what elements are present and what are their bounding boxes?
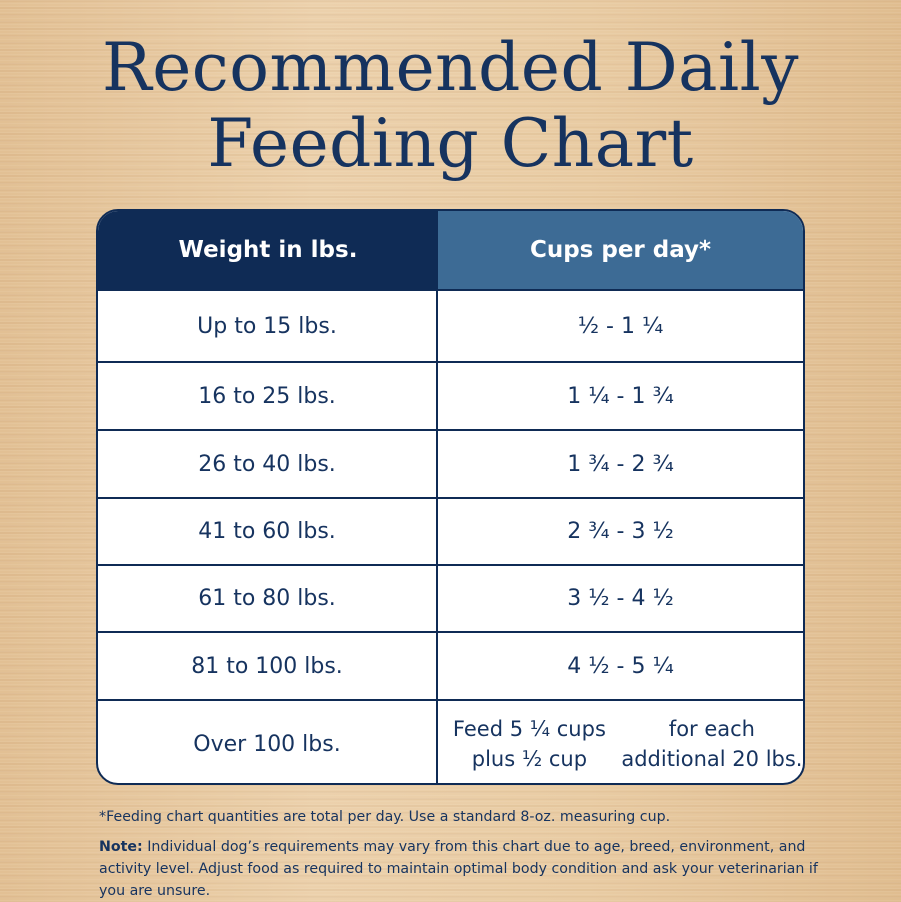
header-weight: Weight in lbs. (98, 211, 438, 289)
weight-cell: Up to 15 lbs. (98, 291, 438, 361)
table-header-row: Weight in lbs. Cups per day* (98, 211, 803, 289)
cups-line-1: Feed 5 ¼ cups plus ½ cup (452, 717, 606, 771)
note-text: Individual dog’s requirements may vary f… (99, 839, 818, 899)
cups-cell: 4 ½ - 5 ¼ (567, 653, 674, 679)
cups-cell: ½ - 1 ¼ (577, 313, 664, 339)
weight-cell: 26 to 40 lbs. (98, 431, 438, 497)
cups-cell: 2 ¾ - 3 ½ (567, 519, 674, 544)
table-row: 16 to 25 lbs. 1 ¼ - 1 ¾ (98, 361, 803, 429)
header-cups: Cups per day* (438, 211, 803, 289)
title-line-1: Recommended Daily (102, 29, 799, 106)
title-line-2: Feeding Chart (207, 105, 694, 182)
cups-cell: Feed 5 ¼ cups plus ½ cup for each additi… (438, 701, 803, 783)
weight-cell: 81 to 100 lbs. (98, 633, 438, 699)
footnotes: *Feeding chart quantities are total per … (99, 806, 819, 902)
weight-cell: 16 to 25 lbs. (98, 363, 438, 429)
weight-cell: 61 to 80 lbs. (98, 566, 438, 631)
note-footnote: Note: Individual dog’s requirements may … (99, 836, 819, 902)
table-row: 26 to 40 lbs. 1 ¾ - 2 ¾ (98, 429, 803, 497)
table-row: Over 100 lbs. Feed 5 ¼ cups plus ½ cup f… (98, 699, 803, 783)
weight-cell: Over 100 lbs. (98, 701, 438, 783)
weight-cell: 41 to 60 lbs. (98, 499, 438, 564)
cups-cell: 3 ½ - 4 ½ (567, 586, 674, 611)
table-row: 41 to 60 lbs. 2 ¾ - 3 ½ (98, 497, 803, 564)
note-label: Note: (99, 839, 143, 855)
table-row: Up to 15 lbs. ½ - 1 ¼ (98, 289, 803, 361)
cups-cell: 1 ¼ - 1 ¾ (567, 383, 674, 409)
table-row: 81 to 100 lbs. 4 ½ - 5 ¼ (98, 631, 803, 699)
page-title: Recommended Daily Feeding Chart (0, 30, 901, 182)
table-row: 61 to 80 lbs. 3 ½ - 4 ½ (98, 564, 803, 631)
asterisk-footnote: *Feeding chart quantities are total per … (99, 809, 671, 825)
feeding-table: Weight in lbs. Cups per day* Up to 15 lb… (96, 209, 805, 785)
cups-cell: 1 ¾ - 2 ¾ (567, 451, 674, 477)
cups-line-2: for each additional 20 lbs. (621, 717, 803, 771)
